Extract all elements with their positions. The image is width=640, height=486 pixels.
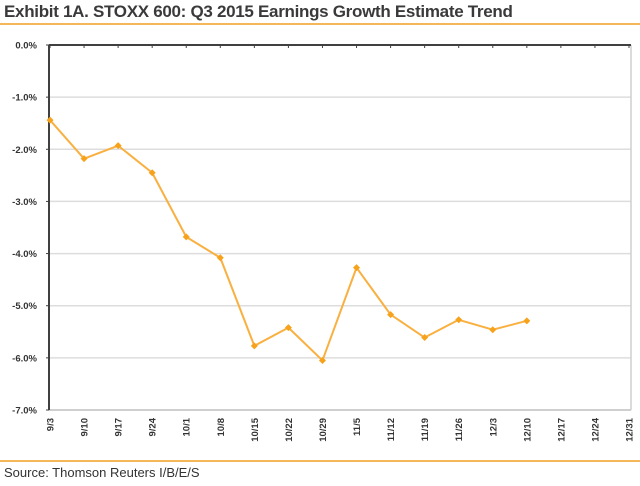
y-tick-label: -3.0% xyxy=(12,197,37,208)
x-tick-label: 12/10 xyxy=(522,418,533,442)
y-tick-label: -7.0% xyxy=(12,406,37,417)
data-point xyxy=(46,116,54,124)
data-point xyxy=(114,142,122,150)
source-divider xyxy=(0,460,640,462)
x-tick-label: 11/5 xyxy=(352,417,363,436)
data-point xyxy=(455,316,463,324)
x-tick-label: 10/15 xyxy=(250,417,261,441)
data-point xyxy=(387,311,395,319)
x-tick-label: 11/26 xyxy=(454,418,465,441)
data-point xyxy=(353,264,361,272)
x-tick-label: 9/17 xyxy=(114,418,125,437)
x-tick-label: 9/24 xyxy=(148,417,159,436)
data-point xyxy=(523,317,531,325)
y-axis-ticks: 0.0% -1.0% -2.0% -3.0% -4.0% -5.0% -6.0% -7.0% xyxy=(12,41,49,417)
source-note: Source: Thomson Reuters I/B/E/S xyxy=(4,465,200,480)
data-point xyxy=(250,342,258,350)
y-tick-label: 0.0% xyxy=(15,41,37,52)
title-divider xyxy=(0,23,640,25)
y-tick-label: -1.0% xyxy=(12,93,37,104)
x-tick-label: 12/24 xyxy=(590,417,601,441)
x-tick-label: 11/12 xyxy=(386,418,397,441)
x-tick-label: 10/1 xyxy=(182,417,193,436)
y-tick-label: -4.0% xyxy=(12,249,37,260)
x-tick-label: 12/3 xyxy=(488,418,499,437)
y-tick-label: -6.0% xyxy=(12,353,37,364)
x-tick-label: 12/17 xyxy=(556,418,567,442)
data-point xyxy=(182,233,190,241)
y-tick-label: -2.0% xyxy=(12,145,37,156)
x-tick-label: 9/10 xyxy=(80,418,91,437)
x-tick-label: 10/29 xyxy=(318,418,329,442)
data-point xyxy=(148,169,156,177)
y-tick-label: -5.0% xyxy=(12,301,37,312)
x-axis-ticks: 9/3 9/10 9/17 9/24 10/1 10/8 10/15 10/22 10/29 11… xyxy=(46,45,636,442)
x-tick-label: 11/19 xyxy=(420,418,431,441)
data-point xyxy=(80,155,88,163)
data-point xyxy=(421,334,429,342)
data-point xyxy=(318,356,326,364)
data-point xyxy=(489,326,497,334)
plot-frame xyxy=(48,44,632,411)
data-point xyxy=(216,254,224,262)
chart-title: Exhibit 1A. STOXX 600: Q3 2015 Earnings … xyxy=(4,2,513,21)
x-tick-label: 12/31 xyxy=(625,417,636,441)
x-tick-label: 10/22 xyxy=(284,418,295,442)
x-tick-label: 9/3 xyxy=(46,418,57,431)
series xyxy=(46,116,531,364)
data-point xyxy=(284,324,292,332)
x-tick-label: 10/8 xyxy=(216,418,227,437)
gridlines xyxy=(49,96,631,359)
